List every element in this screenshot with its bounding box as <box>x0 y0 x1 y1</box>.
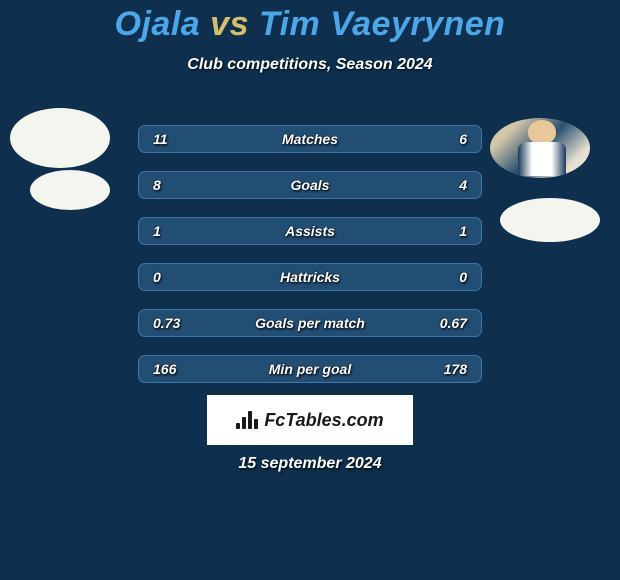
player2-team-badge <box>500 198 600 242</box>
stat-row: 0Hattricks0 <box>138 263 482 291</box>
player1-avatar <box>10 108 110 168</box>
player2-avatar <box>490 118 590 178</box>
stat-row: 166Min per goal178 <box>138 355 482 383</box>
stat-right-value: 4 <box>459 177 467 193</box>
stat-left-value: 8 <box>153 177 161 193</box>
stat-label: Matches <box>153 131 467 147</box>
vs-text: vs <box>210 5 249 43</box>
stats-table: 11Matches68Goals41Assists10Hattricks00.7… <box>138 125 482 401</box>
stat-left-value: 0 <box>153 269 161 285</box>
fctables-logo: FcTables.com <box>207 395 413 445</box>
player1-name: Ojala <box>115 5 201 43</box>
stat-row: 11Matches6 <box>138 125 482 153</box>
logo-text: FcTables.com <box>264 410 383 431</box>
stat-right-value: 0 <box>459 269 467 285</box>
stat-row: 1Assists1 <box>138 217 482 245</box>
stat-left-value: 1 <box>153 223 161 239</box>
logo-bars-icon <box>236 411 258 429</box>
player2-name: Tim Vaeyrynen <box>259 5 506 43</box>
stat-label: Goals <box>153 177 467 193</box>
footer-date: 15 september 2024 <box>0 455 620 473</box>
stat-row: 0.73Goals per match0.67 <box>138 309 482 337</box>
stat-left-value: 11 <box>153 131 168 147</box>
stat-label: Goals per match <box>153 315 467 331</box>
stat-row: 8Goals4 <box>138 171 482 199</box>
stat-left-value: 166 <box>153 361 176 377</box>
stat-right-value: 6 <box>459 131 467 147</box>
comparison-title: Ojala vs Tim Vaeyrynen <box>0 0 620 44</box>
stat-left-value: 0.73 <box>153 315 180 331</box>
stat-label: Hattricks <box>153 269 467 285</box>
stat-right-value: 178 <box>444 361 467 377</box>
stat-right-value: 1 <box>459 223 467 239</box>
stat-label: Min per goal <box>153 361 467 377</box>
stat-label: Assists <box>153 223 467 239</box>
player1-team-badge <box>30 170 110 210</box>
stat-right-value: 0.67 <box>440 315 467 331</box>
subtitle: Club competitions, Season 2024 <box>0 56 620 74</box>
